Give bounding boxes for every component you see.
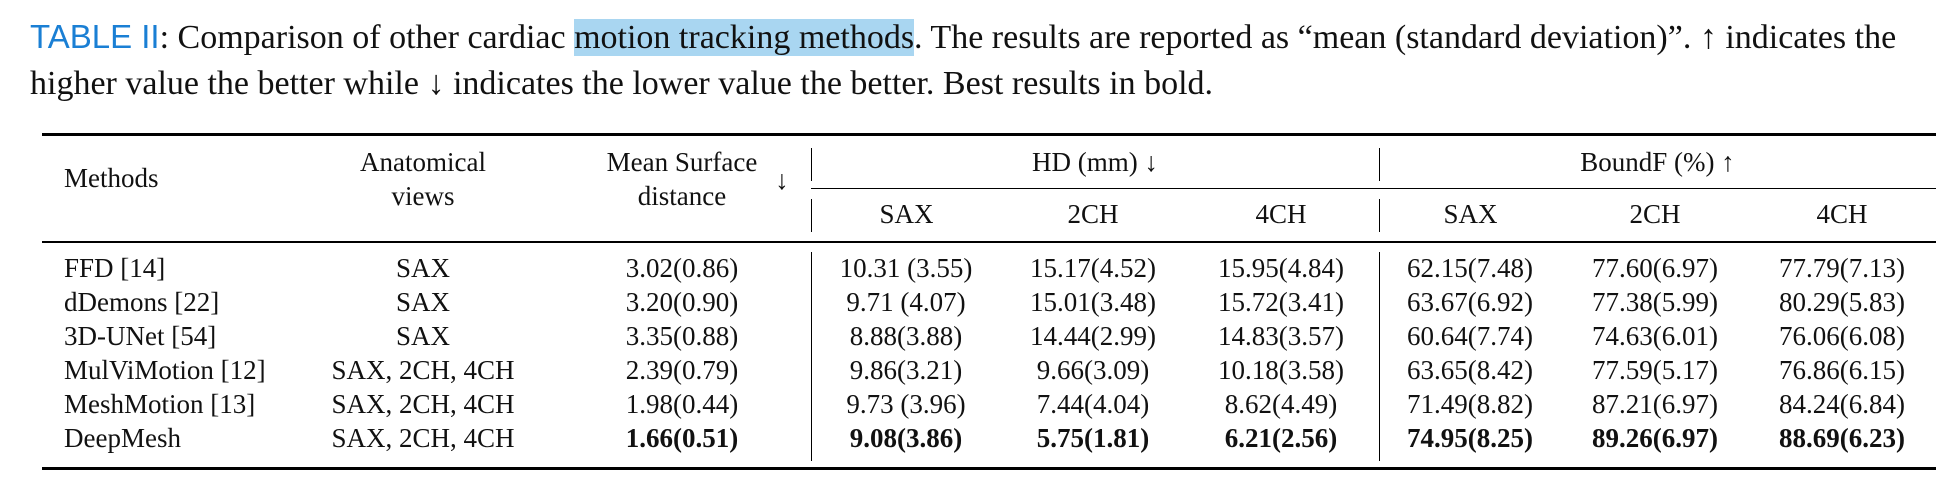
header-rule [42,241,1936,243]
header-msd-line1: Mean Surface [606,147,758,177]
table-cell: 60.64(7.74) [1407,321,1533,351]
table-cell: 74.63(6.01) [1592,321,1718,351]
method-name: DeepMesh [64,423,181,453]
table-cell: 77.38(5.99) [1592,287,1718,317]
table-cell: 3.20(0.90) [625,287,739,317]
table-cell: 15.17(4.52) [1030,253,1156,283]
method-name: 3D-UNet [54] [64,321,217,351]
header-methods: Methods [64,163,159,193]
caption-text-pre: : Comparison of other cardiac [159,19,575,56]
table-cell: 9.08(3.86) [849,423,963,453]
table-cell: 1.98(0.44) [625,389,739,419]
table-cell: SAX, 2CH, 4CH [331,389,515,419]
table-cell: 15.95(4.84) [1218,253,1344,283]
table-cell: 88.69(6.23) [1779,423,1905,453]
table-cell: 74.95(8.25) [1407,423,1533,453]
column-separator [1379,252,1380,461]
table-cell: 9.86(3.21) [849,355,963,385]
header-bf-sax: SAX [1443,199,1498,229]
table-cell: SAX, 2CH, 4CH [331,423,515,453]
table-label: TABLE II [30,18,160,55]
table-cell: 80.29(5.83) [1779,287,1905,317]
table-cell: 10.18(3.58) [1218,355,1344,385]
table-cell: 77.60(6.97) [1592,253,1718,283]
table-cell: SAX [395,321,450,351]
table-cell: 8.88(3.88) [849,321,963,351]
table-cell: 63.65(8.42) [1407,355,1533,385]
group-subrule [811,188,1936,189]
header-msd-line2: distance [637,181,727,211]
table-cell: 3.02(0.86) [625,253,739,283]
table-cell: SAX [395,253,450,283]
header-hd-group: HD (mm) ↓ [1032,147,1158,177]
table-cell: 84.24(6.84) [1779,389,1905,419]
table-cell: 71.49(8.82) [1407,389,1533,419]
table-caption: TABLE II: Comparison of other cardiac mo… [30,14,1930,107]
header-hd-4ch: 4CH [1255,199,1307,229]
table-cell: 14.44(2.99) [1030,321,1156,351]
table-cell: 76.06(6.08) [1779,321,1905,351]
table-cell: SAX, 2CH, 4CH [331,355,515,385]
table-cell: 10.31 (3.55) [839,253,973,283]
method-name: FFD [14] [64,253,166,283]
table-cell: 1.66(0.51) [625,423,739,453]
table-cell: 9.71 (4.07) [846,287,966,317]
table-cell: 77.59(5.17) [1592,355,1718,385]
table-cell: 15.01(3.48) [1030,287,1156,317]
table-cell: 9.73 (3.96) [846,389,966,419]
caption-highlight[interactable]: motion tracking methods [574,19,915,56]
table-cell: 62.15(7.48) [1407,253,1533,283]
method-name: dDemons [22] [64,287,220,317]
table-cell: 3.35(0.88) [625,321,739,351]
header-hd-2ch: 2CH [1067,199,1119,229]
table-cell: 8.62(4.49) [1224,389,1338,419]
method-name: MeshMotion [13] [64,389,256,419]
table-cell: 77.79(7.13) [1779,253,1905,283]
header-separator [1379,148,1380,181]
table-cell: 2.39(0.79) [625,355,739,385]
header-boundf-group: BoundF (%) ↑ [1580,147,1735,177]
header-bf-2ch: 2CH [1629,199,1681,229]
header-separator [811,199,812,232]
table-cell: 87.21(6.97) [1592,389,1718,419]
header-anatomical: Anatomical [360,147,486,177]
header-separator [1379,199,1380,232]
table-cell: SAX [395,287,450,317]
table-cell: 9.66(3.09) [1036,355,1150,385]
top-rule [42,133,1936,136]
table-cell: 76.86(6.15) [1779,355,1905,385]
table-cell: 6.21(2.56) [1224,423,1338,453]
table-cell: 15.72(3.41) [1218,287,1344,317]
table-cell: 7.44(4.04) [1036,389,1150,419]
bottom-rule [42,467,1936,470]
table-cell: 14.83(3.57) [1218,321,1344,351]
table-cell: 5.75(1.81) [1036,423,1150,453]
method-name: MulViMotion [12] [64,355,266,385]
caption-text-post: . The results are reported as “mean (sta… [30,19,1897,102]
table-cell: 89.26(6.97) [1592,423,1718,453]
header-views: views [391,181,455,211]
header-bf-4ch: 4CH [1816,199,1868,229]
header-hd-sax: SAX [879,199,934,229]
header-separator [811,148,812,181]
column-separator [811,252,812,461]
header-msd-arrow: ↓ [775,165,789,195]
table-cell: 63.67(6.92) [1407,287,1533,317]
